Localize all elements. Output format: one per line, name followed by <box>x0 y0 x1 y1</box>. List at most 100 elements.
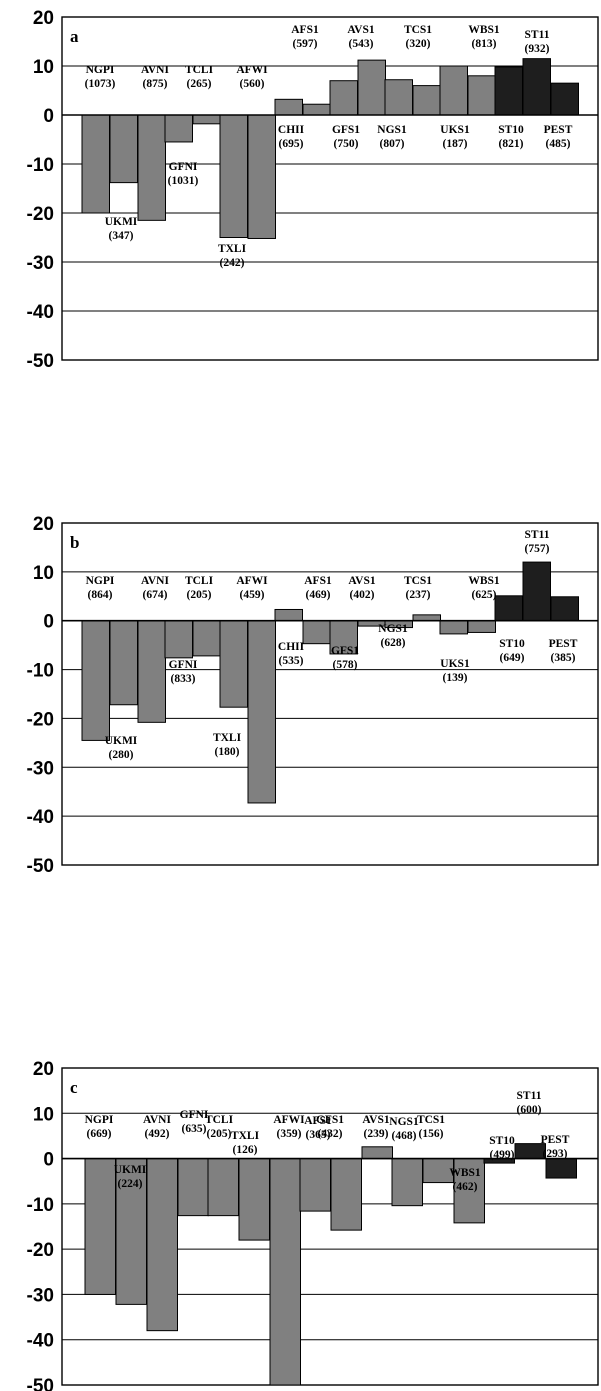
bar-ngpi <box>84 1158 116 1295</box>
category-label: UKMI <box>105 735 138 747</box>
bar-gfs1 <box>329 80 358 116</box>
count-label: (402) <box>350 589 375 601</box>
count-label: (224) <box>118 1178 143 1190</box>
bar-avs1 <box>357 59 386 116</box>
count-label: (180) <box>215 746 240 758</box>
bar-ngs1 <box>391 1158 423 1207</box>
y-tick-label: -50 <box>27 856 54 877</box>
count-label: (813) <box>472 38 497 50</box>
bar-st10 <box>494 66 523 116</box>
count-label: (237) <box>406 589 431 601</box>
y-tick-label: -50 <box>27 351 54 372</box>
count-label: (205) <box>187 589 212 601</box>
y-tick-label: -10 <box>27 155 54 176</box>
bar-ngpi <box>81 620 110 741</box>
bar-wbs1 <box>467 620 496 633</box>
bar-gfni <box>164 620 193 659</box>
count-label: (597) <box>293 38 318 50</box>
bar-ukmi <box>109 620 138 706</box>
bar-afwi <box>269 1158 301 1386</box>
y-tick-label: -20 <box>27 204 54 225</box>
count-label: (347) <box>109 230 134 242</box>
category-label: ST10 <box>489 1135 515 1147</box>
y-tick-label: 0 <box>43 612 54 633</box>
bar-gfs1 <box>330 1158 362 1231</box>
category-label: AFWI <box>236 64 268 76</box>
panel-letter: a <box>70 27 79 46</box>
category-label: TCLI <box>185 64 214 76</box>
category-label: AFWI <box>273 1114 305 1126</box>
bar-pest <box>550 82 579 116</box>
count-label: (320) <box>406 38 431 50</box>
category-label: AVS1 <box>347 24 375 36</box>
category-label: AFS1 <box>291 24 319 36</box>
category-label: AVNI <box>141 64 169 76</box>
bar-gfni <box>164 114 193 143</box>
count-label: (833) <box>171 673 196 685</box>
bar-ukmi <box>109 114 138 184</box>
y-tick-label: 20 <box>33 8 54 29</box>
category-label: TXLI <box>218 243 247 255</box>
bar-avni <box>146 1158 178 1332</box>
count-label: (757) <box>525 543 550 555</box>
bar-uks1 <box>439 65 468 116</box>
category-label: TCLI <box>185 575 214 587</box>
count-label: (365) <box>306 1129 331 1141</box>
count-label: (499) <box>490 1149 515 1161</box>
count-label: (628) <box>381 637 406 649</box>
y-tick-label: -10 <box>27 1195 54 1216</box>
bar-tcli <box>192 114 221 125</box>
category-label: UKS1 <box>440 124 470 136</box>
category-label: NGS1 <box>378 623 408 635</box>
count-label: (821) <box>499 138 524 150</box>
bar-tcs1 <box>412 614 441 622</box>
category-label: UKMI <box>105 216 138 228</box>
count-label: (485) <box>546 138 571 150</box>
count-label: (600) <box>517 1104 542 1116</box>
category-label: AVS1 <box>362 1114 390 1126</box>
y-tick-label: 20 <box>33 514 54 535</box>
bar-st11 <box>522 58 551 116</box>
bar-tcli <box>207 1158 239 1217</box>
bar-tcs1 <box>412 85 441 116</box>
count-label: (432) <box>318 1128 343 1140</box>
count-label: (669) <box>87 1128 112 1140</box>
bar-ngs1 <box>384 79 413 116</box>
count-label: (649) <box>500 652 525 664</box>
category-label: NGS1 <box>389 1116 419 1128</box>
count-label: (462) <box>453 1181 478 1193</box>
panel-a: 20 10 0 -10 -20 -30 -40 -50 a NGPI (1073) UKMI (347)… <box>27 8 599 372</box>
category-label: GFNI <box>180 1109 209 1121</box>
y-tick-label: -30 <box>27 758 54 779</box>
bar-pest <box>550 596 579 622</box>
plot-frame <box>61 1067 599 1386</box>
y-tick-label: -40 <box>27 1331 54 1352</box>
y-tick-label: -10 <box>27 661 54 682</box>
count-label: (385) <box>551 652 576 664</box>
bar-wbs1 <box>467 75 496 116</box>
count-label: (875) <box>143 78 168 90</box>
bar-avni <box>137 114 166 221</box>
count-label: (750) <box>334 138 359 150</box>
category-label: NGS1 <box>377 124 407 136</box>
y-tick-label: 20 <box>33 1059 54 1080</box>
bar-ukmi <box>115 1158 147 1305</box>
panel-letter: b <box>70 533 79 552</box>
category-label: PEST <box>549 638 578 650</box>
y-tick-label: -30 <box>27 253 54 274</box>
count-label: (695) <box>279 138 304 150</box>
count-label: (635) <box>182 1123 207 1135</box>
category-label: NGPI <box>86 64 115 76</box>
category-label: NGPI <box>85 1114 114 1126</box>
count-label: (265) <box>187 78 212 90</box>
category-label: GFS1 <box>316 1114 344 1126</box>
category-label: AFS1 <box>304 1115 332 1127</box>
count-label: (126) <box>233 1144 258 1156</box>
category-label: CHII <box>278 124 305 136</box>
category-label: AVS1 <box>348 575 376 587</box>
bar-afs1 <box>299 1158 331 1212</box>
plot-frame <box>61 522 599 866</box>
panel-letter: c <box>70 1078 78 1097</box>
bar-txli <box>219 620 248 708</box>
panel-b: 20 10 0 -10 -20 -30 -40 -50 b NGPI (864) UKMI (280) A… <box>27 514 599 877</box>
